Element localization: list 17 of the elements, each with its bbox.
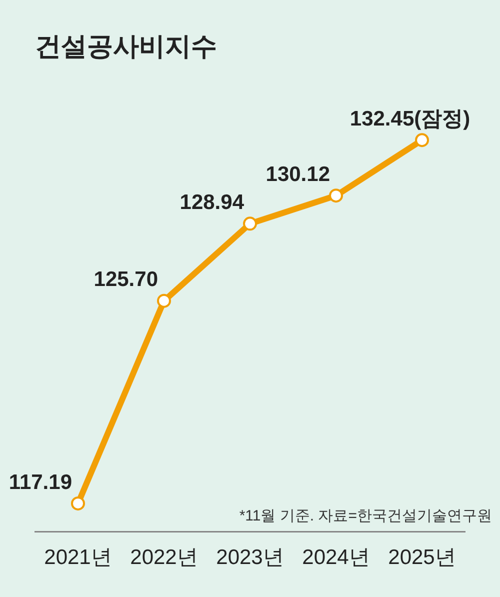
text: *11월 기준. 자료=한국건설기술연구원 <box>239 507 492 524</box>
x-tick-label: 2023년 <box>216 546 284 570</box>
x-tick-label: 2021년 <box>44 546 112 570</box>
data-label: 132.45(잠정) <box>350 107 470 130</box>
chart-title: 건설공사비지수 <box>35 30 217 61</box>
x-tick-label: 2022년 <box>130 546 198 570</box>
point <box>157 294 171 308</box>
data-label: 128.94 <box>180 190 244 214</box>
data-label: 117.19 <box>8 470 72 494</box>
point <box>243 216 257 231</box>
data-label: 130.12 <box>266 162 330 186</box>
point <box>71 496 85 510</box>
x-tick-label: 2025년 <box>388 546 456 570</box>
data-label: 125.70 <box>94 268 158 292</box>
x-tick-label: 2024년 <box>302 546 370 570</box>
point <box>415 133 429 148</box>
point <box>329 188 343 203</box>
